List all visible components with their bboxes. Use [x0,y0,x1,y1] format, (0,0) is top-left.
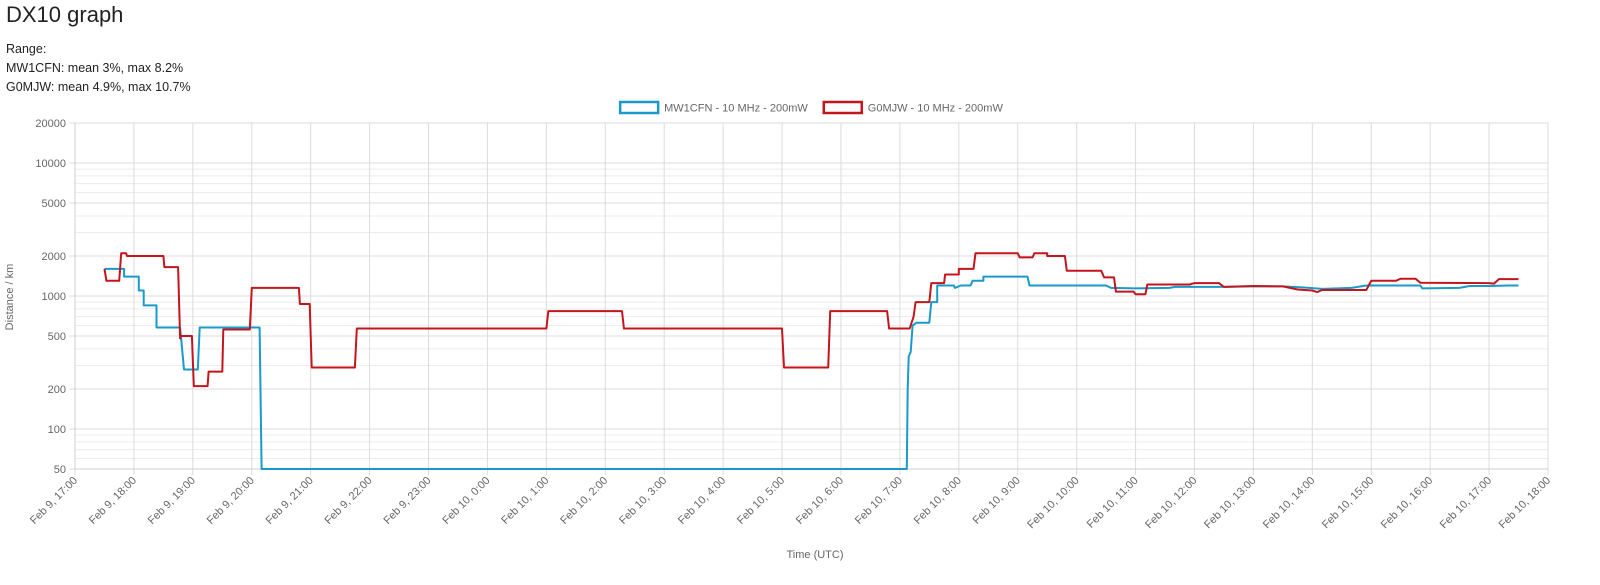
x-tick-label: Feb 10, 14:00 [1261,475,1317,531]
x-tick-label: Feb 10, 9:00 [971,475,1023,527]
x-tick-label: Feb 10, 11:00 [1085,475,1141,531]
x-tick-label: Feb 9, 21:00 [264,475,316,527]
x-axis-label: Time (UTC) [786,549,843,561]
chart-grid [69,122,1549,475]
x-tick-label: Feb 9, 18:00 [87,475,139,527]
x-tick-label: Feb 10, 12:00 [1143,475,1199,531]
x-tick-label: Feb 10, 8:00 [912,475,964,527]
series-line-g0mjw [103,252,1519,388]
x-tick-label: Feb 10, 10:00 [1025,475,1081,531]
y-axis-ticks: 20000 10000 5000 2000 1000 500 200 100 50 [35,118,66,476]
x-axis-ticks: Feb 9, 17:00 Feb 9, 18:00 Feb 9, 19:00 Feb … [28,475,1553,531]
legend-swatch-mw1cfn[interactable] [618,100,660,115]
y-tick-label: 20000 [35,118,66,130]
x-tick-label: Feb 10, 1:00 [499,475,551,527]
x-tick-label: Feb 9, 20:00 [205,475,257,527]
range-stats: Range: MW1CFN: mean 3%, max 8.2% G0MJW: … [6,40,191,97]
x-tick-label: Feb 10, 16:00 [1379,475,1435,531]
range-label: Range: [6,42,47,56]
x-tick-label: Feb 9, 17:00 [28,475,80,527]
chart-legend: MW1CFN - 10 MHz - 200mW G0MJW - 10 MHz - … [618,100,1004,115]
y-tick-label: 1000 [42,291,66,303]
y-tick-label: 200 [48,384,66,396]
x-tick-label: Feb 10, 2:00 [558,475,610,527]
y-tick-label: 100 [48,424,66,436]
x-tick-label: Feb 10, 3:00 [617,475,669,527]
x-tick-label: Feb 9, 19:00 [146,475,198,527]
x-tick-label: Feb 10, 4:00 [676,475,728,527]
legend-label-mw1cfn[interactable]: MW1CFN - 10 MHz - 200mW [664,103,808,115]
x-tick-label: Feb 9, 22:00 [323,475,375,527]
legend-swatch-g0mjw[interactable] [822,100,864,115]
y-tick-label: 50 [54,464,66,476]
stats-line-g0mjw: G0MJW: mean 4.9%, max 10.7% [6,80,191,94]
x-tick-label: Feb 10, 0:00 [440,475,492,527]
x-tick-label: Feb 10, 18:00 [1497,475,1553,531]
chart-lines [103,252,1519,470]
y-tick-label: 2000 [42,251,66,263]
page-title: DX10 graph [6,2,124,27]
y-tick-label: 5000 [42,198,66,210]
legend-label-g0mjw[interactable]: G0MJW - 10 MHz - 200mW [868,103,1004,115]
x-tick-label: Feb 10, 17:00 [1438,475,1494,531]
stats-line-mw1cfn: MW1CFN: mean 3%, max 8.2% [6,61,184,75]
series-line-mw1cfn [104,267,1519,470]
y-tick-label: 500 [48,331,66,343]
x-tick-label: Feb 10, 5:00 [735,475,787,527]
y-tick-label: 10000 [35,158,66,170]
x-tick-label: Feb 10, 6:00 [794,475,846,527]
x-tick-label: Feb 10, 15:00 [1320,475,1376,531]
x-tick-label: Feb 9, 23:00 [381,475,433,527]
x-tick-label: Feb 10, 13:00 [1202,475,1258,531]
x-tick-label: Feb 10, 7:00 [853,475,905,527]
y-axis-label: Distance / km [4,264,16,331]
